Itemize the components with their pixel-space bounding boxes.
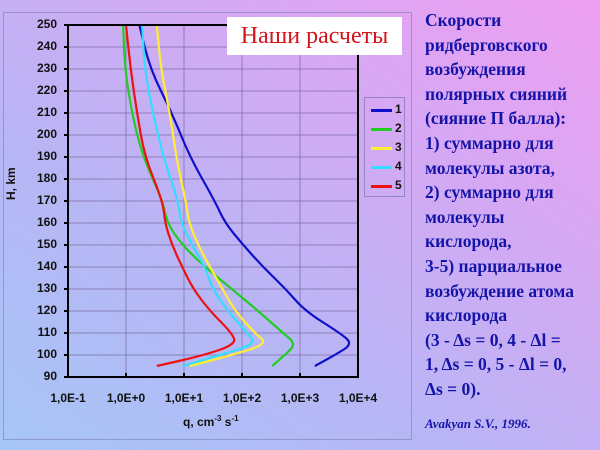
y-tick-label: 190 <box>36 149 57 163</box>
x-axis-label: q, cm-3 s-1 <box>183 414 239 429</box>
x-tick-label: 1,0E+0 <box>106 391 146 405</box>
grid-lines <box>67 24 359 378</box>
curve-1 <box>138 24 351 368</box>
x-tick-label: 1,0E+1 <box>164 391 204 405</box>
y-tick-label: 230 <box>36 61 57 75</box>
y-tick-label: 130 <box>36 281 57 295</box>
x-tick-label: 1,0E-1 <box>50 391 86 405</box>
y-tick-label: 90 <box>43 369 57 383</box>
y-tick-label: 250 <box>36 17 57 31</box>
legend-item-4: 4 <box>369 159 405 174</box>
legend: 1 2 3 4 5 <box>364 97 405 197</box>
y-axis-label: H, km <box>4 167 18 200</box>
legend-item-1: 1 <box>369 102 405 117</box>
curve-4 <box>141 24 254 368</box>
x-tick-label: 1,0E+3 <box>280 391 320 405</box>
legend-item-3: 3 <box>369 140 405 155</box>
y-tick-label: 200 <box>36 127 57 141</box>
y-tick-label: 120 <box>36 303 57 317</box>
chart-frame <box>3 12 412 440</box>
y-tick-label: 150 <box>36 237 57 251</box>
y-tick-label: 100 <box>36 347 57 361</box>
x-tick-label: 1,0E+2 <box>222 391 262 405</box>
legend-swatch-5 <box>371 185 392 188</box>
curve-3 <box>155 24 265 368</box>
y-tick-label: 210 <box>36 105 57 119</box>
data-curves <box>122 24 351 368</box>
legend-swatch-2 <box>371 128 392 131</box>
y-tick-label: 170 <box>36 193 57 207</box>
citation: Avakyan S.V., 1996. <box>425 416 531 431</box>
legend-swatch-3 <box>371 147 392 150</box>
curve-2 <box>122 24 295 367</box>
axis-ticks <box>64 24 359 378</box>
x-tick-label: 1,0E+4 <box>338 391 378 405</box>
y-tick-label: 110 <box>37 325 57 339</box>
y-tick-label: 240 <box>36 39 57 53</box>
curve-5 <box>124 24 236 368</box>
legend-swatch-1 <box>371 109 392 112</box>
legend-item-2: 2 <box>369 121 405 136</box>
legend-swatch-4 <box>371 166 392 169</box>
description-text: Скорости ридберговского возбуждения поля… <box>425 10 574 399</box>
chart-title-box: Наши расчеты <box>227 17 402 55</box>
legend-item-5: 5 <box>369 178 405 193</box>
y-tick-label: 140 <box>36 259 57 273</box>
y-tick-label: 160 <box>36 215 57 229</box>
y-tick-label: 180 <box>36 171 57 185</box>
y-tick-label: 220 <box>36 83 57 97</box>
